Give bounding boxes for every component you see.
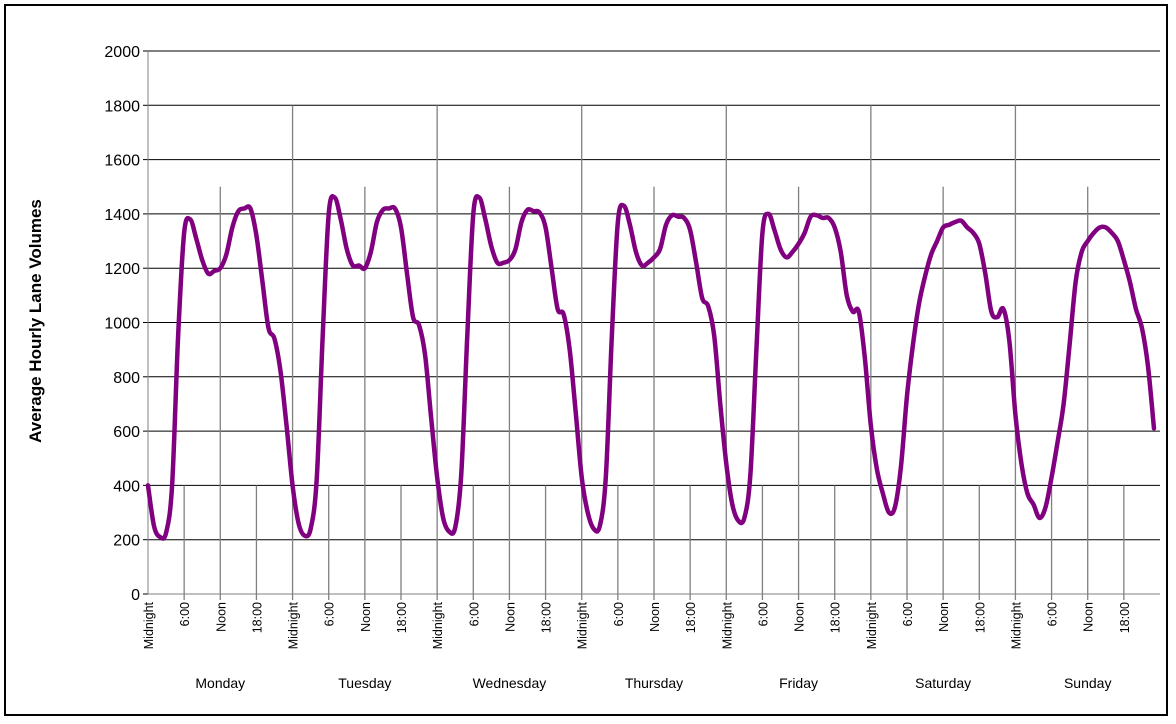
- x-tick-label: 6:00: [178, 602, 192, 626]
- x-tick-label: 18:00: [829, 602, 843, 633]
- day-label: Wednesday: [473, 675, 547, 691]
- hour-dividers: [183, 105, 1125, 600]
- day-label: Sunday: [1064, 675, 1111, 691]
- x-tick-label: Midnight: [142, 601, 156, 649]
- x-tick-label: 6:00: [323, 602, 337, 626]
- y-tick-label: 600: [113, 424, 140, 441]
- x-tick-label: Noon: [937, 602, 951, 632]
- x-tick-label: 18:00: [250, 602, 264, 633]
- y-tick-label: 0: [131, 587, 140, 604]
- x-tick-label: 18:00: [684, 602, 698, 633]
- x-tick-label: 6:00: [756, 602, 770, 626]
- day-label: Thursday: [625, 675, 683, 691]
- series: [145, 194, 1157, 541]
- x-tick-label: 6:00: [467, 602, 481, 626]
- y-tick-label: 1600: [104, 153, 140, 170]
- day-label: Friday: [779, 675, 818, 691]
- x-tick-label: Noon: [793, 602, 807, 632]
- x-tick-label: Noon: [359, 602, 373, 632]
- day-label: Saturday: [915, 675, 971, 691]
- x-tick-label: 18:00: [1118, 602, 1132, 633]
- y-tick-label: 1200: [104, 261, 140, 278]
- x-tick-label: Midnight: [1009, 601, 1023, 649]
- day-label: Tuesday: [338, 675, 391, 691]
- x-axis: Midnight 6:00 Noon 18:00 Monday Midnight 6:00 N…: [142, 593, 1160, 691]
- x-tick-label: Midnight: [576, 601, 590, 649]
- x-tick-label: 18:00: [973, 602, 987, 633]
- x-tick-label: Midnight: [720, 601, 734, 649]
- y-tick-label: 1000: [104, 316, 140, 333]
- y-tick-label: 400: [113, 478, 140, 495]
- x-tick-label: Midnight: [287, 601, 301, 649]
- series-line: [145, 194, 1157, 541]
- day-label: Monday: [195, 675, 245, 691]
- x-tick-label: Noon: [503, 602, 517, 632]
- x-tick-label: 6:00: [612, 602, 626, 626]
- y-tick-label: 2000: [104, 44, 140, 61]
- x-tick-label: Midnight: [865, 601, 879, 649]
- x-tick-label: Midnight: [431, 601, 445, 649]
- x-tick-label: Noon: [1082, 602, 1096, 632]
- x-tick-label: Noon: [214, 602, 228, 632]
- y-tick-label: 200: [113, 533, 140, 550]
- x-tick-label: Noon: [648, 602, 662, 632]
- y-tick-label: 1400: [104, 207, 140, 224]
- x-tick-label: 6:00: [901, 602, 915, 626]
- x-tick-label: 18:00: [395, 602, 409, 633]
- x-tick-label: 18:00: [540, 602, 554, 633]
- x-tick-label: 6:00: [1046, 602, 1060, 626]
- chart-frame: [4, 4, 1168, 716]
- y-axis-label: Average Hourly Lane Volumes: [26, 199, 45, 443]
- y-tick-label: 1800: [104, 98, 140, 115]
- y-axis: 0 200 400 600 800 1000 1200 1400 1600 1800 2000: [104, 44, 149, 604]
- y-tick-label: 800: [113, 370, 140, 387]
